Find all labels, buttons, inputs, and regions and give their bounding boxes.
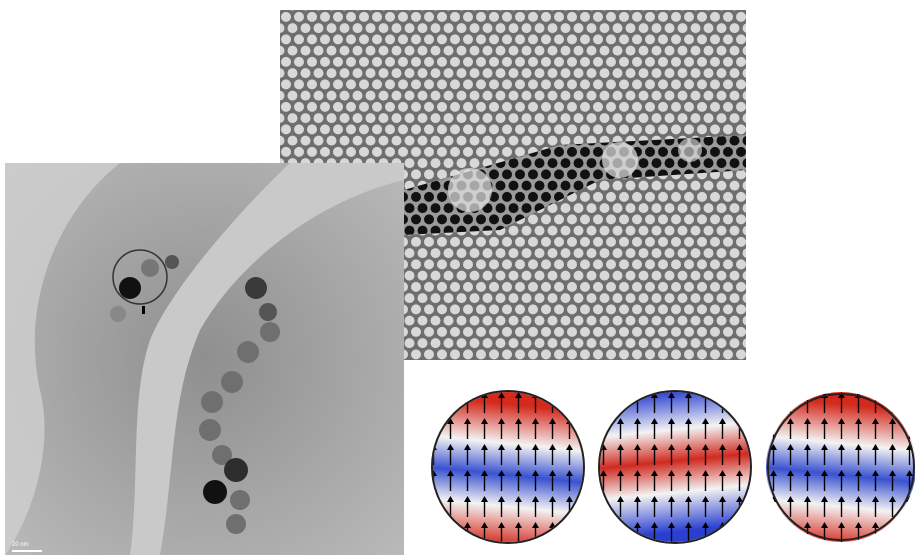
spin-texture-1 [431,390,585,544]
spin-texture-2 [598,390,752,544]
scale-bar-label: 20 nm [12,542,29,548]
tem-image: 20 nm [5,163,404,555]
spin-texture-3 [766,392,915,542]
